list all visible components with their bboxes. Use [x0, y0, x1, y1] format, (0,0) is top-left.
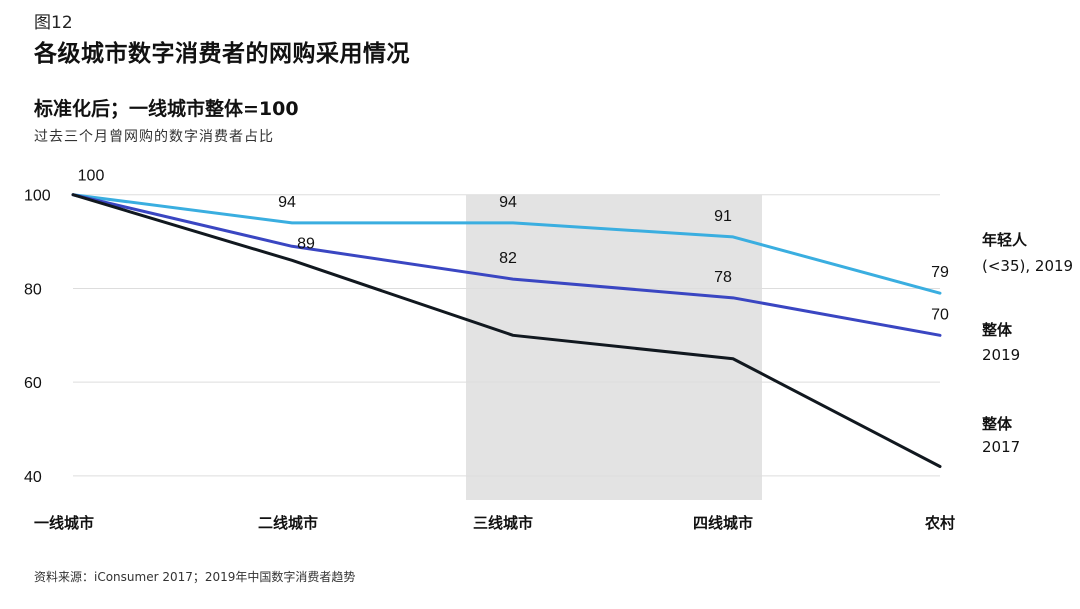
- data-label: 89: [297, 235, 315, 252]
- legend-sublabel: 2019: [982, 346, 1020, 364]
- chart-subtitle: 标准化后；一线城市整体=100: [34, 98, 299, 120]
- y-tick-label: 60: [24, 375, 42, 392]
- x-category-label: 农村: [924, 514, 955, 532]
- data-label: 79: [931, 264, 949, 281]
- y-tick-label: 80: [24, 281, 42, 298]
- legend-label: 整体: [982, 321, 1013, 339]
- y-tick-label: 100: [24, 188, 51, 205]
- chart-title: 各级城市数字消费者的网购采用情况: [34, 41, 410, 67]
- data-label: 94: [278, 194, 296, 211]
- legend-label: 年轻人: [982, 231, 1028, 249]
- figure-label: 图12: [34, 13, 73, 33]
- y-tick-label: 40: [24, 469, 42, 486]
- data-label: 78: [714, 269, 732, 286]
- data-label: 94: [499, 194, 517, 211]
- x-category-label: 三线城市: [473, 514, 533, 532]
- data-label: 70: [931, 306, 949, 323]
- data-label: 91: [714, 208, 732, 225]
- x-category-label: 一线城市: [34, 514, 94, 532]
- data-label: 100: [78, 168, 105, 185]
- x-category-label: 四线城市: [693, 514, 753, 532]
- legend-sublabel: 2017: [982, 438, 1020, 456]
- source-note: 资料来源：iConsumer 2017；2019年中国数字消费者趋势: [34, 570, 356, 584]
- legend-label: 整体: [982, 415, 1013, 433]
- x-category-label: 二线城市: [258, 514, 318, 532]
- data-label: 82: [499, 250, 517, 267]
- chart-note: 过去三个月曾网购的数字消费者占比: [34, 129, 274, 145]
- legend-sublabel: (<35), 2019: [982, 257, 1073, 275]
